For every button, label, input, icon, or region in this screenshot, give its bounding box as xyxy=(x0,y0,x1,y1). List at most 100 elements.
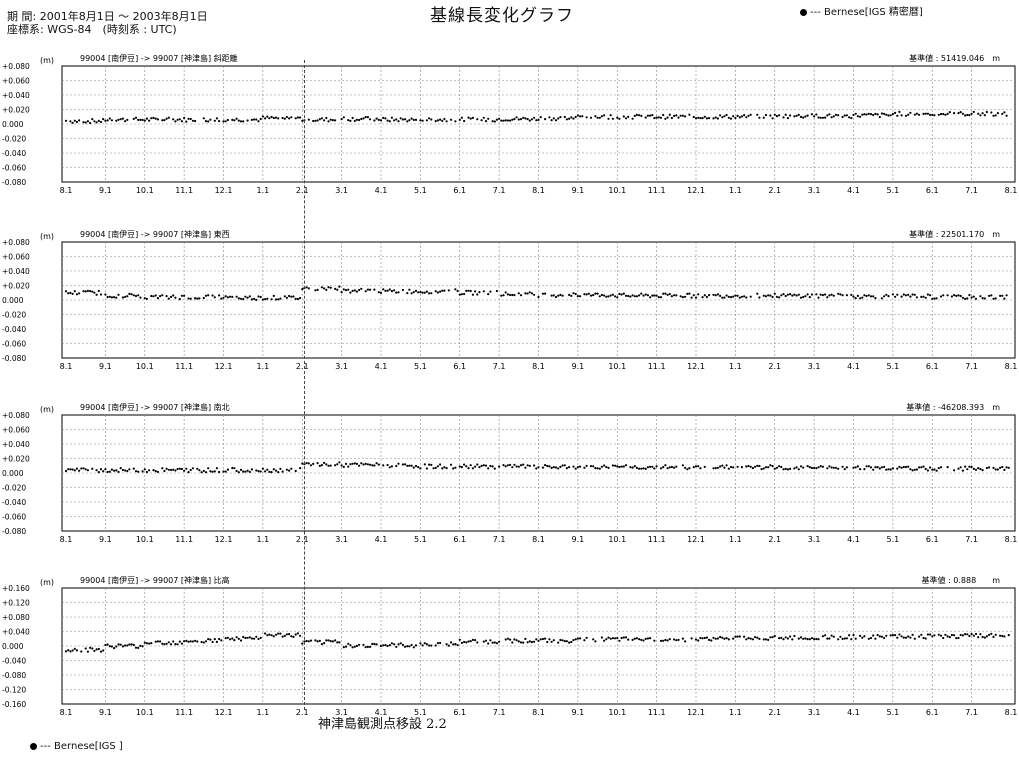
data-point xyxy=(758,296,761,299)
data-point xyxy=(546,640,549,644)
data-point xyxy=(944,633,947,636)
data-point xyxy=(773,292,776,295)
data-point xyxy=(869,466,873,469)
data-point xyxy=(572,465,575,468)
data-point xyxy=(329,286,332,289)
data-point xyxy=(799,296,803,299)
data-point xyxy=(568,641,571,644)
data-point xyxy=(218,637,221,641)
data-point xyxy=(876,113,879,116)
data-point xyxy=(673,466,676,469)
data-point xyxy=(139,644,142,648)
data-point xyxy=(889,634,892,637)
data-point xyxy=(257,470,260,473)
data-point xyxy=(266,468,269,471)
data-point xyxy=(165,295,168,298)
data-point xyxy=(288,469,291,472)
data-point xyxy=(272,294,275,297)
data-point xyxy=(697,465,700,468)
x-tick-label: 3.1 xyxy=(808,708,821,717)
data-point xyxy=(194,297,197,300)
data-point xyxy=(649,637,652,640)
data-point xyxy=(493,467,496,470)
data-point xyxy=(176,118,179,121)
data-point xyxy=(200,640,203,644)
data-point xyxy=(285,296,288,299)
x-tick-label: 1.1 xyxy=(257,186,270,195)
data-point xyxy=(668,113,671,116)
data-point xyxy=(977,112,980,115)
data-point xyxy=(281,470,284,473)
data-point xyxy=(344,645,348,648)
data-point xyxy=(390,290,393,293)
data-point xyxy=(937,113,940,116)
data-point xyxy=(401,463,404,466)
data-point xyxy=(463,292,466,296)
data-point xyxy=(688,292,691,295)
data-point xyxy=(572,292,575,295)
data-point xyxy=(213,470,216,473)
data-point xyxy=(714,467,717,470)
data-point xyxy=(603,464,606,467)
data-point xyxy=(178,467,181,470)
data-point xyxy=(799,115,803,118)
data-point xyxy=(430,118,433,121)
data-point xyxy=(642,467,645,470)
data-point xyxy=(526,292,529,295)
data-point xyxy=(576,637,580,640)
data-point xyxy=(841,294,844,297)
data-point xyxy=(299,467,302,470)
data-point xyxy=(504,638,507,641)
data-point xyxy=(419,119,422,122)
data-point xyxy=(290,116,293,119)
data-point xyxy=(194,119,197,123)
data-point xyxy=(428,644,431,647)
data-point xyxy=(476,463,479,466)
data-point xyxy=(664,117,667,120)
data-point xyxy=(126,469,129,473)
y-tick-label: +0.060 xyxy=(2,426,30,435)
data-point xyxy=(253,118,256,121)
data-point xyxy=(653,639,656,642)
data-point xyxy=(397,462,400,465)
data-point xyxy=(91,467,94,470)
data-point xyxy=(758,116,761,119)
data-point xyxy=(804,295,807,298)
data-point xyxy=(961,634,965,637)
data-point xyxy=(533,293,536,296)
data-point xyxy=(607,117,610,120)
period-text: 期 間: 2001年8月1日 ～ 2003年8月1日 xyxy=(7,10,208,23)
data-point xyxy=(279,632,282,635)
data-point xyxy=(904,465,908,469)
data-point xyxy=(670,465,674,469)
data-point xyxy=(727,638,730,641)
data-point xyxy=(732,466,735,469)
data-point xyxy=(484,464,488,467)
data-point xyxy=(134,116,138,119)
data-point xyxy=(75,293,78,296)
data-point xyxy=(458,118,461,121)
data-point xyxy=(436,119,439,122)
data-point xyxy=(73,119,76,122)
data-point xyxy=(296,632,299,635)
data-point xyxy=(421,119,424,122)
data-point xyxy=(708,294,711,297)
data-point xyxy=(174,296,177,299)
data-point xyxy=(320,643,323,646)
data-point xyxy=(299,116,302,119)
x-tick-label: 6.1 xyxy=(453,362,466,371)
data-point xyxy=(734,294,737,297)
data-point xyxy=(806,114,809,117)
data-point xyxy=(869,636,873,640)
data-point xyxy=(631,117,634,120)
data-point xyxy=(544,637,547,640)
data-point xyxy=(544,118,547,121)
x-tick-label: 8.1 xyxy=(1005,186,1018,195)
data-point xyxy=(721,636,724,639)
data-point xyxy=(579,295,582,298)
x-tick-label: 10.1 xyxy=(136,186,154,195)
data-point xyxy=(633,465,636,468)
data-point xyxy=(379,119,383,122)
data-point xyxy=(837,467,840,470)
legend-marker-icon xyxy=(800,8,807,16)
